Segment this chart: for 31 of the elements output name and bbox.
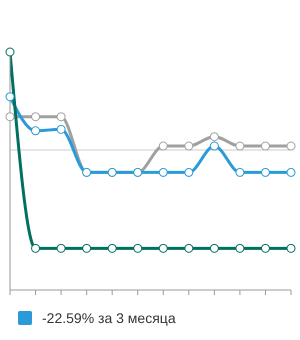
point bbox=[184, 168, 194, 177]
point bbox=[133, 244, 142, 253]
point bbox=[286, 142, 296, 151]
point bbox=[31, 112, 40, 122]
point bbox=[6, 92, 14, 102]
point bbox=[286, 168, 296, 177]
point bbox=[108, 244, 117, 253]
point bbox=[158, 244, 168, 253]
point bbox=[210, 244, 219, 253]
point bbox=[158, 168, 168, 177]
point bbox=[210, 132, 219, 142]
point bbox=[260, 244, 270, 253]
legend-label: -22.59% за 3 месяца bbox=[42, 310, 176, 326]
point bbox=[56, 244, 66, 253]
point bbox=[56, 112, 66, 122]
point bbox=[286, 244, 296, 253]
point bbox=[260, 142, 270, 151]
point bbox=[6, 112, 14, 122]
point bbox=[82, 244, 92, 253]
point bbox=[235, 244, 244, 253]
point bbox=[158, 142, 168, 151]
point bbox=[235, 142, 244, 151]
point bbox=[31, 126, 40, 136]
point bbox=[6, 48, 14, 56]
point bbox=[210, 142, 219, 151]
point bbox=[56, 124, 66, 134]
point bbox=[260, 168, 270, 177]
point bbox=[235, 168, 244, 177]
point bbox=[184, 244, 194, 253]
point bbox=[31, 244, 40, 253]
point bbox=[184, 142, 194, 151]
